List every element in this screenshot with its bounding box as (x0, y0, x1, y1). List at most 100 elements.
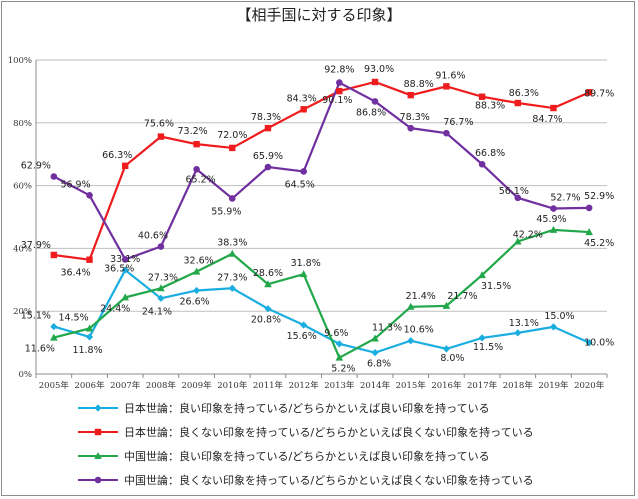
data-point (513, 237, 522, 245)
data-point (299, 270, 308, 278)
data-label: 21.4% (406, 291, 436, 302)
data-point (228, 195, 236, 202)
data-labels: 15.1% 11.8% 33.1% 24.1% 26.6% 27.3% 20.8% 15.6%… (21, 64, 615, 375)
data-point (371, 334, 379, 342)
data-label: 78.3% (400, 112, 430, 123)
data-label: 84.7% (532, 114, 562, 125)
data-point (193, 140, 200, 148)
data-label: 65.9% (253, 151, 283, 162)
data-label: 33.1% (110, 254, 140, 265)
x-tick-label: 2005年 (39, 380, 70, 391)
data-point (371, 78, 379, 86)
data-point (478, 160, 486, 168)
data-point (406, 302, 415, 310)
data-label: 45.2% (584, 238, 614, 249)
data-label: 27.3% (217, 272, 247, 283)
y-tick-label: 100% (8, 56, 32, 66)
x-tick-label: 2014年 (360, 380, 391, 391)
legend-label: 中国世論：良い印象を持っている/どちらかといえば良い印象を持っている (124, 449, 490, 463)
x-tick-label: 2013年 (324, 380, 355, 391)
data-label: 66.8% (475, 148, 505, 159)
data-label: 92.8% (324, 65, 354, 76)
data-label: 24.4% (100, 303, 130, 314)
data-point (157, 243, 165, 250)
data-point (264, 163, 272, 171)
series-markers (50, 78, 593, 361)
x-tick-label: 2010年 (217, 380, 248, 391)
data-point (585, 228, 593, 236)
data-label: 31.5% (481, 281, 511, 292)
data-label: 27.3% (148, 272, 178, 283)
y-tick-label: 20% (13, 307, 32, 317)
data-point (443, 83, 450, 90)
data-label: 72.0% (217, 130, 247, 141)
data-label: 93.0% (364, 64, 394, 75)
data-point (86, 192, 93, 199)
series-line (53, 228, 590, 360)
data-label: 36.4% (60, 268, 90, 279)
data-label: 11.3% (372, 323, 402, 334)
data-label: 9.6% (324, 328, 348, 339)
data-label: 15.0% (544, 311, 574, 322)
data-label: 11.8% (72, 345, 102, 356)
data-label: 14.5% (58, 312, 88, 323)
data-point (442, 301, 451, 309)
data-label: 56.9% (60, 179, 90, 190)
data-label: 76.7% (443, 117, 473, 128)
data-label: 56.1% (499, 186, 529, 197)
data-point (157, 294, 165, 302)
x-tick-label: 2006年 (74, 380, 105, 391)
data-label: 78.3% (251, 112, 281, 123)
data-label: 40.6% (138, 231, 168, 242)
data-label: 32.6% (184, 256, 214, 267)
data-point (335, 340, 343, 348)
data-point (585, 89, 593, 96)
data-point (336, 87, 343, 95)
data-point (550, 104, 557, 112)
data-point (228, 249, 237, 257)
x-tick-label: 2008年 (146, 380, 177, 391)
data-point (300, 106, 307, 113)
data-label: 15.1% (21, 311, 51, 322)
legend-label: 日本世論：良い印象を持っている/どちらかといえば良い印象を持っている (124, 401, 490, 415)
data-point (228, 284, 236, 292)
series-line (53, 268, 590, 354)
data-point (94, 428, 102, 436)
x-tick-label: 2009年 (182, 380, 213, 391)
data-label: 10.0% (584, 338, 614, 349)
data-label: 89.7% (584, 88, 614, 99)
x-tick-label: 2017年 (467, 380, 498, 391)
data-point (94, 404, 102, 412)
data-point (300, 321, 308, 329)
data-point (192, 267, 201, 275)
x-tick-label: 2012年 (289, 380, 320, 391)
y-tick-label: 40% (13, 244, 32, 254)
x-tick-label: 2015年 (396, 380, 427, 391)
data-point (193, 165, 200, 173)
data-point (300, 168, 307, 175)
data-point (407, 91, 414, 99)
data-label: 75.6% (144, 119, 174, 130)
data-label: 11.5% (473, 342, 503, 353)
data-label: 13.1% (509, 318, 539, 329)
data-label: 38.3% (217, 238, 247, 249)
data-label: 88.3% (475, 101, 505, 112)
data-label: 26.6% (180, 296, 210, 307)
legend-label: 中国世論：良くない印象を持っている/どちらかといえば良くない印象を持っている (124, 473, 534, 487)
data-label: 21.7% (447, 291, 477, 302)
data-label: 42.2% (513, 229, 543, 240)
data-point (50, 322, 58, 331)
data-label: 66.3% (102, 150, 132, 161)
data-point (407, 124, 415, 132)
x-tick-label: 2007年 (110, 380, 141, 391)
y-tick-label: 0% (19, 370, 33, 380)
data-label: 62.9% (21, 160, 51, 171)
data-point (121, 256, 129, 263)
data-label: 10.6% (404, 325, 434, 336)
data-label: 55.9% (211, 206, 241, 217)
data-label: 52.9% (584, 191, 614, 202)
series-lines (53, 80, 590, 360)
data-point (514, 329, 522, 337)
data-point (371, 98, 379, 105)
